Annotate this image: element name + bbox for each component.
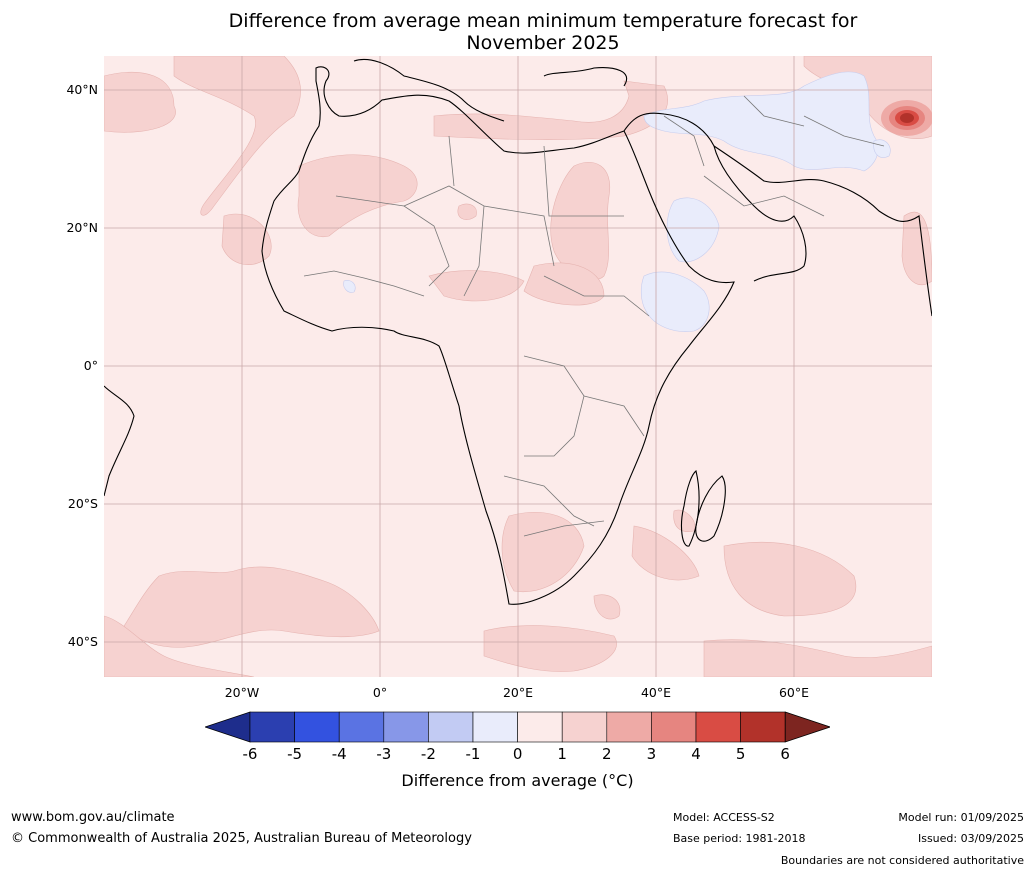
colorbar-tick-label: 0	[512, 745, 523, 763]
colorbar-segment	[695, 711, 741, 743]
lat-label-40s: 40°S	[67, 634, 98, 649]
base-period-text: Base period: 1981-2018	[673, 832, 806, 845]
lon-label-20w: 20°W	[224, 685, 260, 700]
model-run-text: Model run: 01/09/2025	[898, 811, 1024, 824]
country-borders	[303, 95, 885, 537]
madagascar-coast	[695, 475, 726, 542]
colorbar-segment	[517, 711, 563, 743]
issued-text: Issued: 03/09/2025	[917, 832, 1024, 845]
colorbar-tick-label: -3	[376, 745, 392, 763]
copyright-text: © Commonwealth of Australia 2025, Austra…	[11, 831, 472, 846]
colorbar-segment	[249, 711, 295, 743]
colorbar-tick-label: 4	[691, 745, 701, 763]
colorbar-extend-high	[784, 711, 830, 743]
colorbar-segment	[740, 711, 786, 743]
lat-label-40n: 40°N	[66, 82, 98, 97]
website-link[interactable]: www.bom.gov.au/climate	[11, 810, 175, 825]
lat-label-20n: 20°N	[66, 220, 98, 235]
lon-label-60e: 60°E	[778, 685, 810, 700]
colorbar-tick-label: -6	[242, 745, 258, 763]
lon-label-0: 0°	[372, 685, 388, 700]
title-line-1: Difference from average mean minimum tem…	[228, 10, 858, 32]
colorbar-tick-label: 2	[602, 745, 612, 763]
colorbar	[205, 711, 830, 743]
colorbar-extend-low	[205, 711, 251, 743]
colorbar-tick-label: -5	[287, 745, 303, 763]
coastlines	[104, 58, 932, 605]
map-title: Difference from average mean minimum tem…	[0, 10, 1035, 54]
graticule	[104, 56, 932, 677]
colorbar-tick-label: 5	[735, 745, 746, 763]
colorbar-tick-label: -4	[331, 745, 347, 763]
colorbar-segment	[561, 711, 608, 743]
colorbar-segment	[338, 711, 385, 743]
lon-label-20e: 20°E	[502, 685, 534, 700]
colorbar-segment	[606, 711, 652, 743]
colorbar-segment	[383, 711, 429, 743]
colorbar-tick-label: 3	[646, 745, 657, 763]
anomaly-hotspot	[881, 100, 932, 136]
colorbar-tick-label: -1	[465, 745, 481, 763]
colorbar-segment	[294, 711, 340, 743]
model-text: Model: ACCESS-S2	[673, 811, 775, 824]
colorbar-tick-label: 6	[780, 745, 790, 763]
colorbar-segment	[651, 711, 697, 743]
colorbar-tick-label: -2	[420, 745, 436, 763]
lat-label-0: 0°	[83, 358, 98, 373]
lon-label-40e: 40°E	[640, 685, 672, 700]
colorbar-label: Difference from average (°C)	[401, 771, 634, 790]
colorbar-segment	[428, 711, 474, 743]
disclaimer-text: Boundaries are not considered authoritat…	[780, 854, 1024, 867]
title-line-2: November 2025	[466, 32, 620, 54]
colorbar-segment	[472, 711, 518, 743]
lat-label-20s: 20°S	[67, 496, 98, 511]
anomaly-negative-regions	[343, 71, 891, 332]
map-area	[104, 56, 932, 677]
colorbar-tick-label: 1	[557, 745, 567, 763]
